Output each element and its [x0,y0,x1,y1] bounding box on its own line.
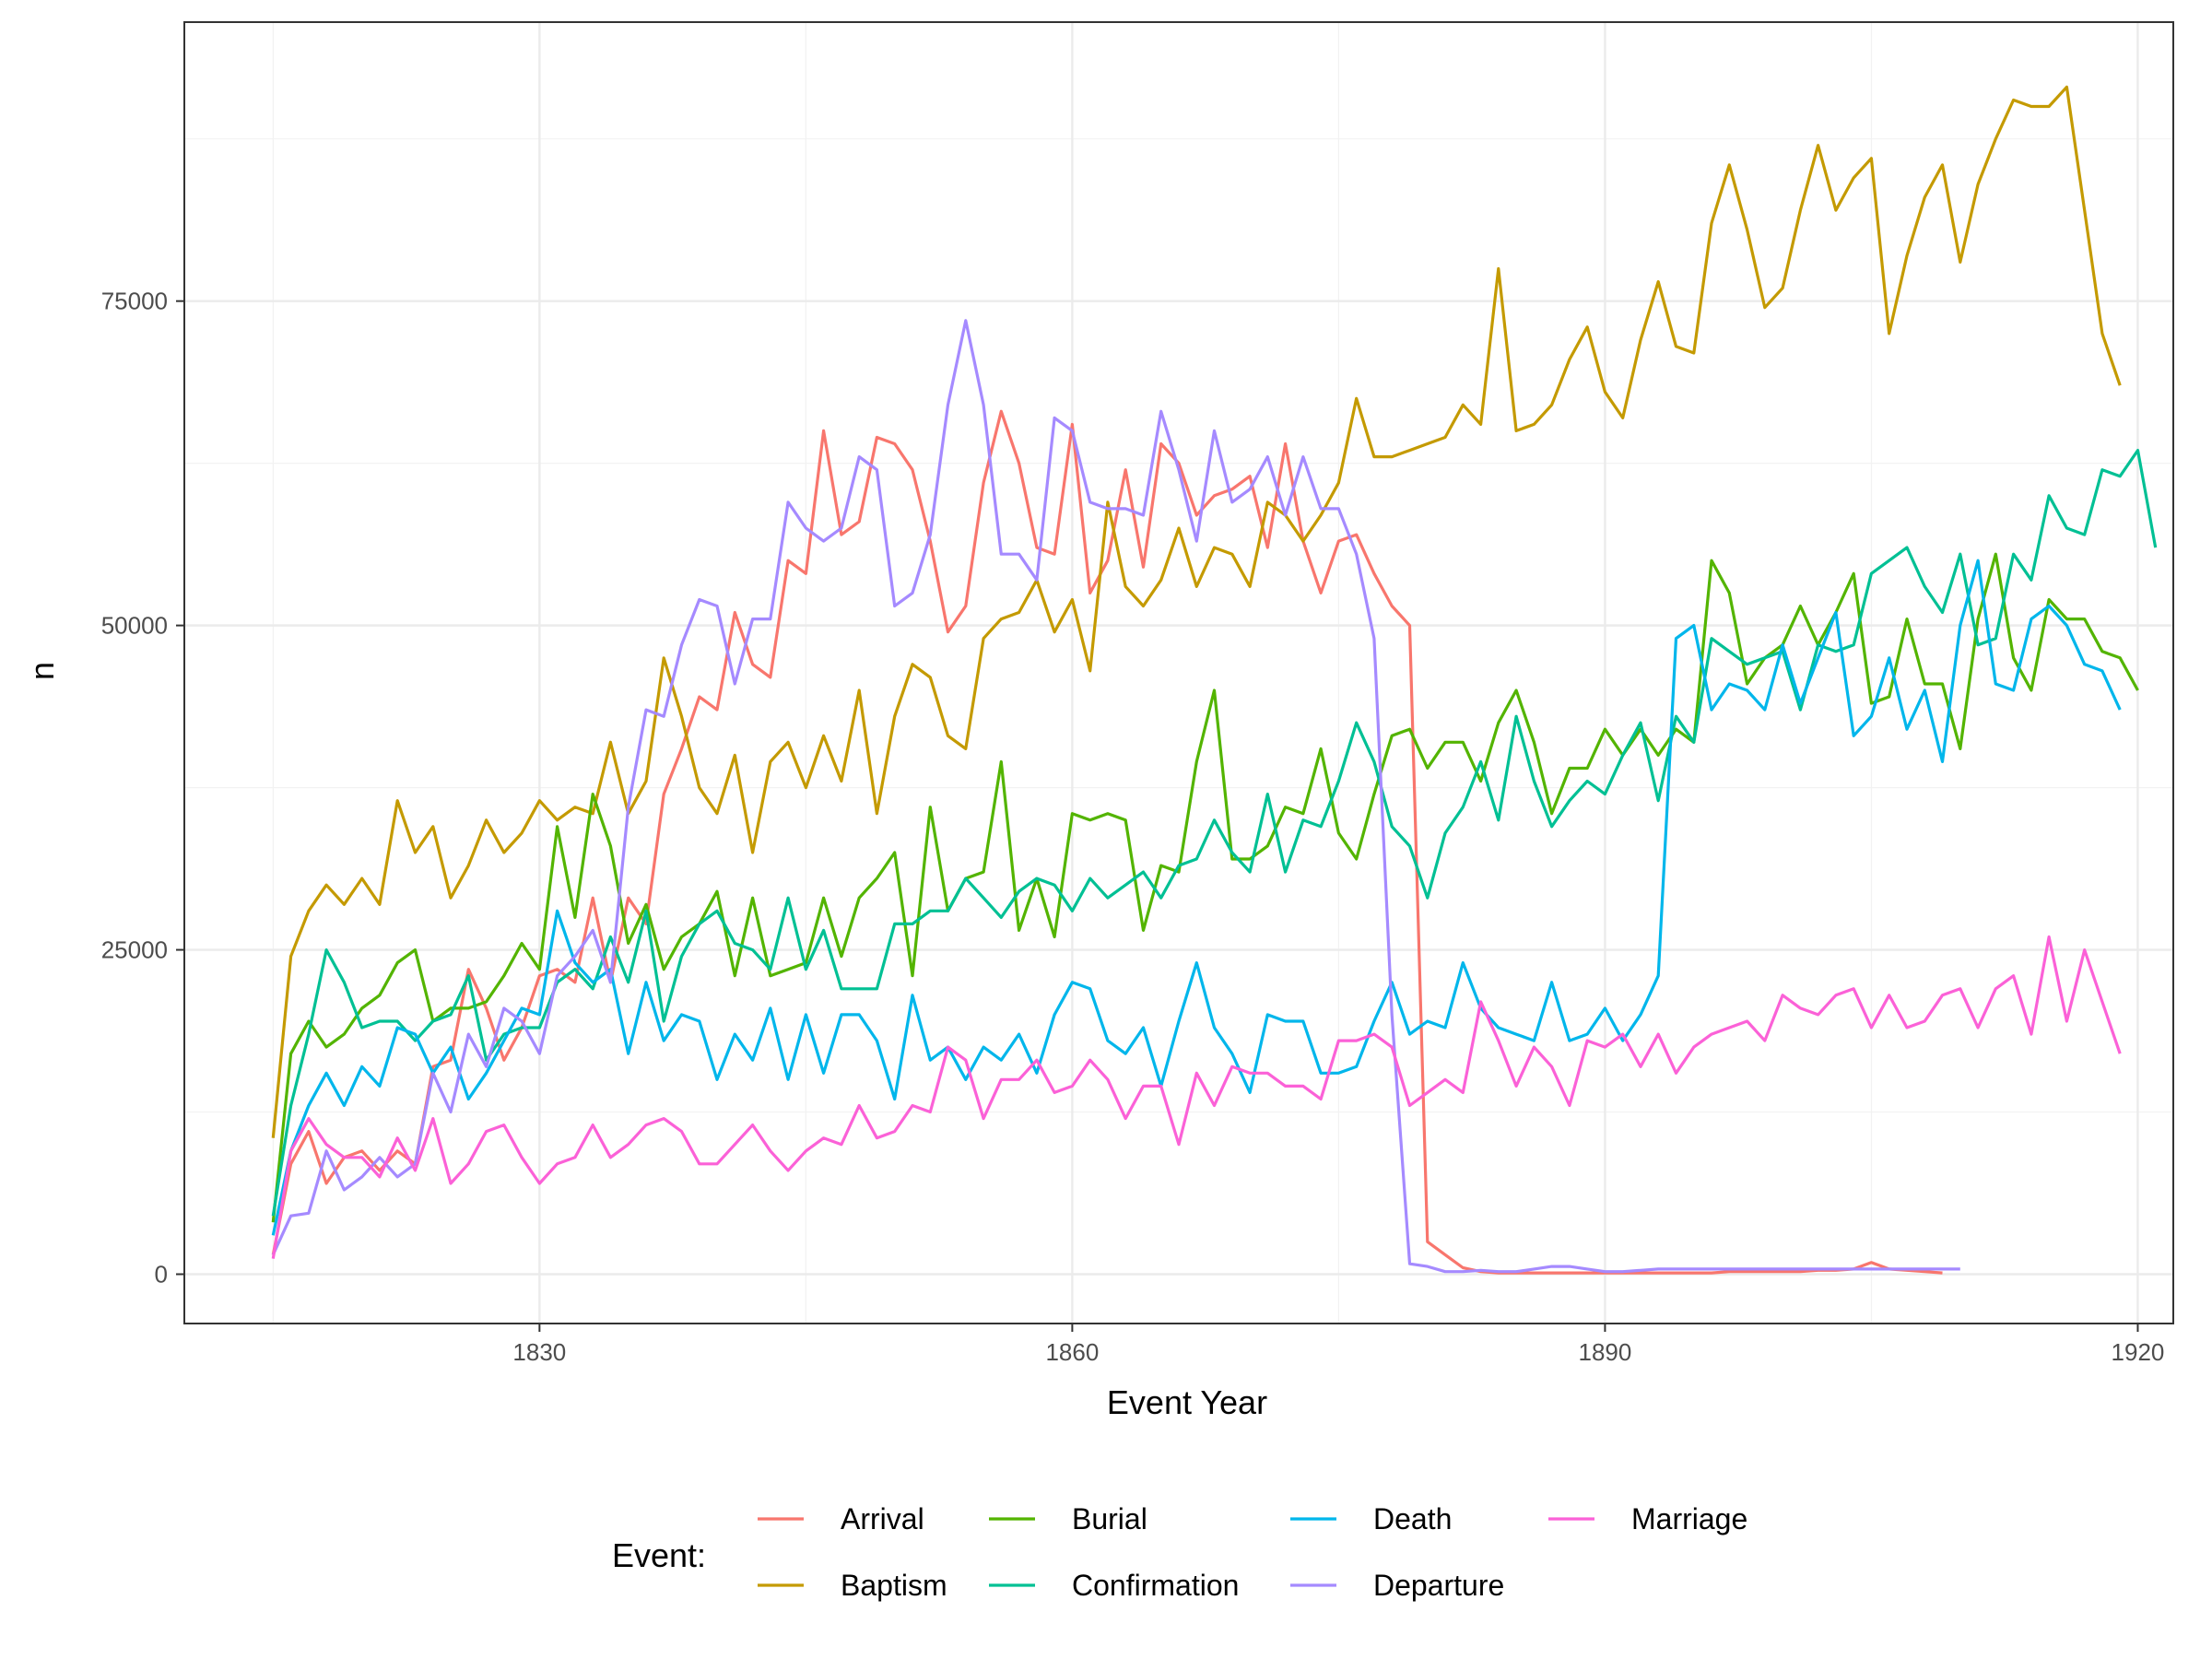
axis-ticks: 1830 1860 1890 1920 0 25000 50000 75000 [101,288,2165,1366]
y-tick-label: 75000 [101,288,168,315]
series-line-departure [271,319,1960,1274]
legend-label-burial: Burial [1072,1502,1147,1535]
series-line-arrival [271,409,1943,1275]
series-line-baptism [271,85,2122,1138]
series-line-marriage [271,935,2122,1259]
legend-label-confirmation: Confirmation [1072,1569,1239,1602]
series-line-burial [271,552,2139,1223]
legend-title: Event: [612,1536,706,1574]
series-lines [271,85,2158,1275]
series-line-death [271,559,2122,1236]
x-tick-label: 1890 [1579,1338,1632,1366]
legend-label-arrival: Arrival [841,1502,924,1535]
legend: Arrival Baptism Burial Confirmation Death Dep… [758,1502,1747,1602]
x-tick-label: 1860 [1045,1338,1099,1366]
grid-lines [184,22,2173,1324]
y-tick-label: 25000 [101,936,168,964]
plot-panel-border [183,21,2174,1324]
y-axis-title: n [23,662,61,680]
legend-label-departure: Departure [1373,1569,1504,1602]
legend-label-baptism: Baptism [841,1569,947,1602]
y-tick-label: 0 [155,1261,168,1288]
y-tick-label: 50000 [101,612,168,640]
x-tick-label: 1830 [512,1338,566,1366]
legend-label-marriage: Marriage [1631,1502,1747,1535]
legend-label-death: Death [1373,1502,1452,1535]
x-tick-label: 1920 [2112,1338,2165,1366]
x-axis-title: Event Year [1107,1383,1267,1421]
